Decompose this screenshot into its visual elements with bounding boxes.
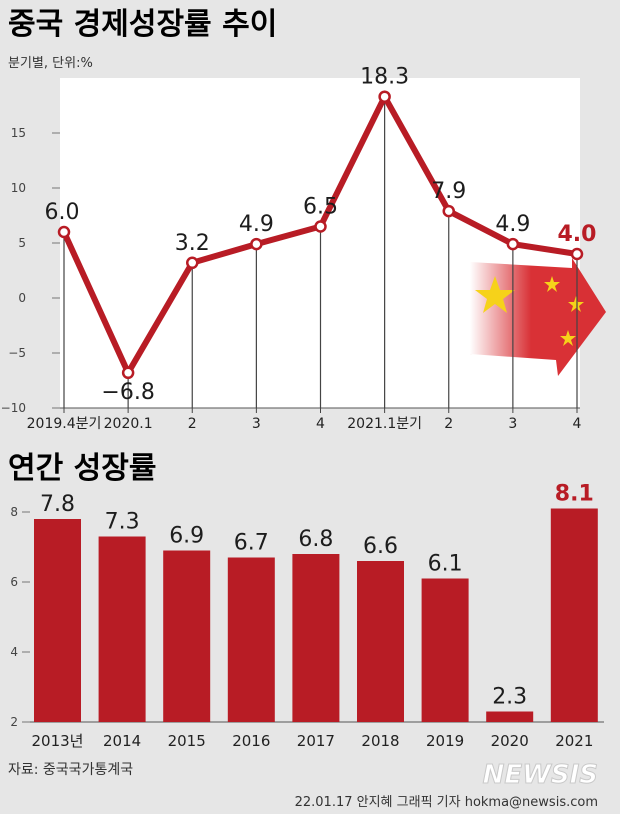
source-text: 자료: 중국국가통계국 bbox=[8, 762, 133, 778]
x-tick-label: 2018 bbox=[361, 732, 399, 750]
bar bbox=[227, 557, 275, 722]
x-tick-label: 4 bbox=[573, 416, 582, 432]
x-tick-label: 2013년 bbox=[32, 732, 84, 750]
annual-title: 연간 성장률 bbox=[8, 451, 156, 486]
data-label: 4.9 bbox=[239, 212, 274, 237]
x-tick-label: 2016 bbox=[232, 732, 270, 750]
data-label: 6.8 bbox=[298, 527, 333, 552]
x-tick-label: 2019.4분기 bbox=[27, 416, 102, 432]
chart-title: 중국 경제성장률 추이 bbox=[8, 7, 277, 42]
bar bbox=[98, 536, 146, 722]
data-point bbox=[250, 237, 263, 251]
bar bbox=[34, 519, 81, 722]
bar bbox=[163, 550, 211, 722]
data-label: 3.2 bbox=[175, 231, 210, 256]
y-tick-label: 8 bbox=[10, 505, 18, 519]
data-point bbox=[442, 204, 455, 218]
newsis-watermark: NEWSIS bbox=[483, 760, 598, 790]
y-tick-label: 0 bbox=[18, 291, 26, 305]
y-tick-label: 6 bbox=[10, 575, 18, 589]
data-point bbox=[378, 90, 391, 103]
y-tick-label: 10 bbox=[11, 181, 26, 195]
data-label: 6.6 bbox=[363, 534, 398, 559]
x-tick-label: 2 bbox=[188, 416, 197, 432]
data-point bbox=[121, 366, 135, 380]
data-label: 7.3 bbox=[105, 510, 140, 535]
x-tick-label: 3 bbox=[508, 416, 517, 432]
x-tick-label: 2015 bbox=[168, 732, 206, 750]
credit-text: 22.01.17 안지혜 그래픽 기자 hokma@newsis.com bbox=[295, 795, 598, 810]
x-tick-label: 2020 bbox=[491, 732, 529, 750]
data-label: 6.1 bbox=[428, 552, 463, 577]
data-point bbox=[57, 225, 71, 239]
y-tick-label: 5 bbox=[18, 236, 26, 250]
x-tick-label: 4 bbox=[316, 416, 325, 432]
bar bbox=[421, 578, 469, 722]
bar bbox=[357, 561, 404, 722]
data-label: 2.3 bbox=[492, 685, 527, 710]
data-label: 7.9 bbox=[431, 179, 466, 204]
bar-chart: 8 6 4 2 7.8 2013년 7.3 2014 6.9 2015 6.7 2016 6.8 2017… bbox=[10, 482, 604, 750]
y-tick-label: −10 bbox=[1, 401, 26, 415]
bar bbox=[486, 711, 534, 722]
y-tick-label: 2 bbox=[10, 715, 18, 729]
x-tick-label: 3 bbox=[252, 416, 261, 432]
data-label: 7.8 bbox=[40, 492, 75, 517]
data-point bbox=[314, 220, 327, 233]
x-tick-label: 2019 bbox=[426, 732, 464, 750]
bar bbox=[292, 554, 340, 722]
data-label: 6.9 bbox=[169, 524, 204, 549]
data-label: 6.7 bbox=[234, 531, 269, 556]
x-tick-label: 2021.1분기 bbox=[347, 416, 422, 432]
x-tick-label: 2 bbox=[444, 416, 453, 432]
data-label: 6.5 bbox=[303, 195, 338, 220]
china-flag-arrow-icon bbox=[470, 258, 606, 376]
x-tick-label: 2017 bbox=[297, 732, 335, 750]
y-tick-label: 4 bbox=[10, 645, 18, 659]
data-label: 4.0 bbox=[558, 222, 597, 247]
data-point bbox=[186, 256, 199, 270]
data-label: 8.1 bbox=[555, 482, 594, 507]
data-point bbox=[570, 247, 584, 261]
y-tick-label: 15 bbox=[11, 126, 26, 140]
y-tick-label: −5 bbox=[8, 346, 26, 360]
x-tick-label: 2014 bbox=[103, 732, 141, 750]
data-label: 18.3 bbox=[360, 65, 409, 90]
x-tick-label: 2021 bbox=[555, 732, 593, 750]
data-point bbox=[506, 237, 520, 251]
data-label: 4.9 bbox=[495, 212, 530, 237]
x-tick-label: 2020.1 bbox=[104, 416, 153, 432]
bar bbox=[550, 508, 598, 722]
data-label: 6.0 bbox=[45, 200, 80, 225]
unit-label: 분기별, 단위:% bbox=[8, 56, 93, 71]
data-label: −6.8 bbox=[101, 380, 154, 405]
